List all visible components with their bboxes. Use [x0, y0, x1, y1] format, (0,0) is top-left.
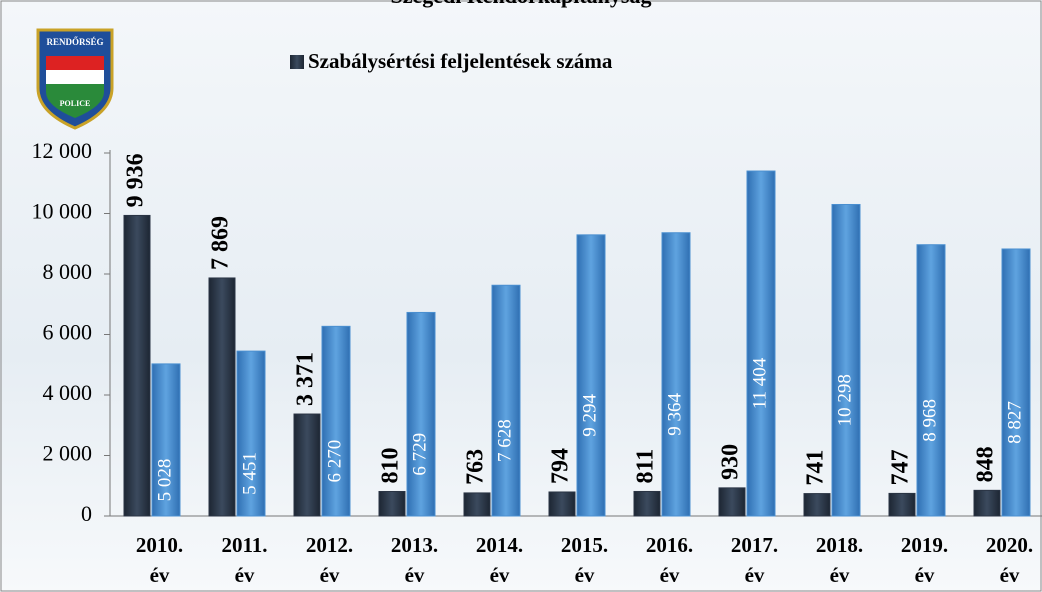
chart-title: Szegedi Rendőrkapitányság	[391, 0, 652, 8]
value-label: 3 371	[293, 352, 319, 406]
value-label: 8 827	[1004, 401, 1025, 444]
value-label: 794	[548, 448, 574, 484]
value-label: 5 451	[239, 452, 260, 495]
bar	[463, 492, 491, 517]
bar	[633, 490, 661, 517]
bar	[888, 492, 916, 517]
bar	[661, 232, 691, 517]
bar	[831, 203, 861, 517]
y-tick-label: 6 000	[43, 320, 93, 345]
legend-label: Szabálysértési feljelentések száma	[308, 49, 613, 73]
y-tick-label: 4 000	[43, 380, 93, 405]
x-tick-label: 2015. év	[560, 533, 609, 587]
value-label: 9 294	[579, 394, 600, 437]
value-label: 8 968	[919, 399, 940, 442]
x-tick-label: 2013. év	[390, 533, 439, 587]
value-label: 810	[378, 447, 404, 483]
value-label: 811	[633, 449, 659, 484]
value-label: 9 364	[664, 392, 685, 435]
value-label: 930	[718, 444, 744, 480]
value-label: 6 270	[324, 440, 345, 483]
x-tick-label: 2018. év	[815, 533, 864, 587]
x-tick-label: 2011. év	[221, 533, 268, 587]
value-label: 10 298	[834, 374, 855, 426]
bar	[1001, 248, 1031, 517]
bar	[378, 490, 406, 517]
y-tick-label: 12 000	[32, 138, 93, 163]
bar	[208, 277, 236, 517]
x-tick-label: 2012. év	[305, 533, 354, 587]
x-tick-label: 2019. év	[900, 533, 949, 587]
value-label: 7 869	[208, 216, 234, 270]
value-label: 5 028	[154, 459, 175, 502]
value-label: 9 936	[123, 153, 149, 207]
value-label: 6 729	[409, 433, 430, 476]
logo: RENDŐRSÉG POLICE	[36, 28, 114, 130]
value-label: 11 404	[749, 357, 770, 409]
y-tick-label: 0	[81, 501, 92, 526]
x-tick-label: 2016. év	[645, 533, 694, 587]
bar	[321, 325, 351, 517]
bar	[548, 491, 576, 517]
bar	[718, 487, 746, 517]
value-label: 763	[463, 449, 489, 485]
bar	[973, 489, 1001, 517]
value-label: 848	[973, 446, 999, 482]
value-label: 747	[888, 449, 914, 485]
bar	[491, 284, 521, 517]
bar	[236, 350, 266, 517]
value-label: 741	[803, 450, 829, 486]
bar	[123, 214, 151, 517]
bar	[746, 170, 776, 517]
y-tick-label: 8 000	[43, 259, 93, 284]
logo-bottom: POLICE	[60, 99, 91, 108]
y-tick-label: 10 000	[32, 199, 93, 224]
bar	[406, 311, 436, 517]
x-tick-label: 2020. év	[985, 533, 1034, 587]
logo-top: RENDŐRSÉG	[46, 37, 103, 47]
bar	[293, 413, 321, 517]
x-tick-label: 2017. év	[730, 533, 779, 587]
bar	[576, 234, 606, 517]
bar	[803, 493, 831, 517]
x-tick-label: 2014. év	[475, 533, 524, 587]
y-tick-label: 2 000	[43, 441, 93, 466]
bar	[916, 244, 946, 517]
value-label: 7 628	[494, 419, 515, 462]
legend-swatch	[290, 55, 304, 69]
bar	[151, 363, 181, 517]
x-tick-label: 2010. év	[135, 533, 184, 587]
